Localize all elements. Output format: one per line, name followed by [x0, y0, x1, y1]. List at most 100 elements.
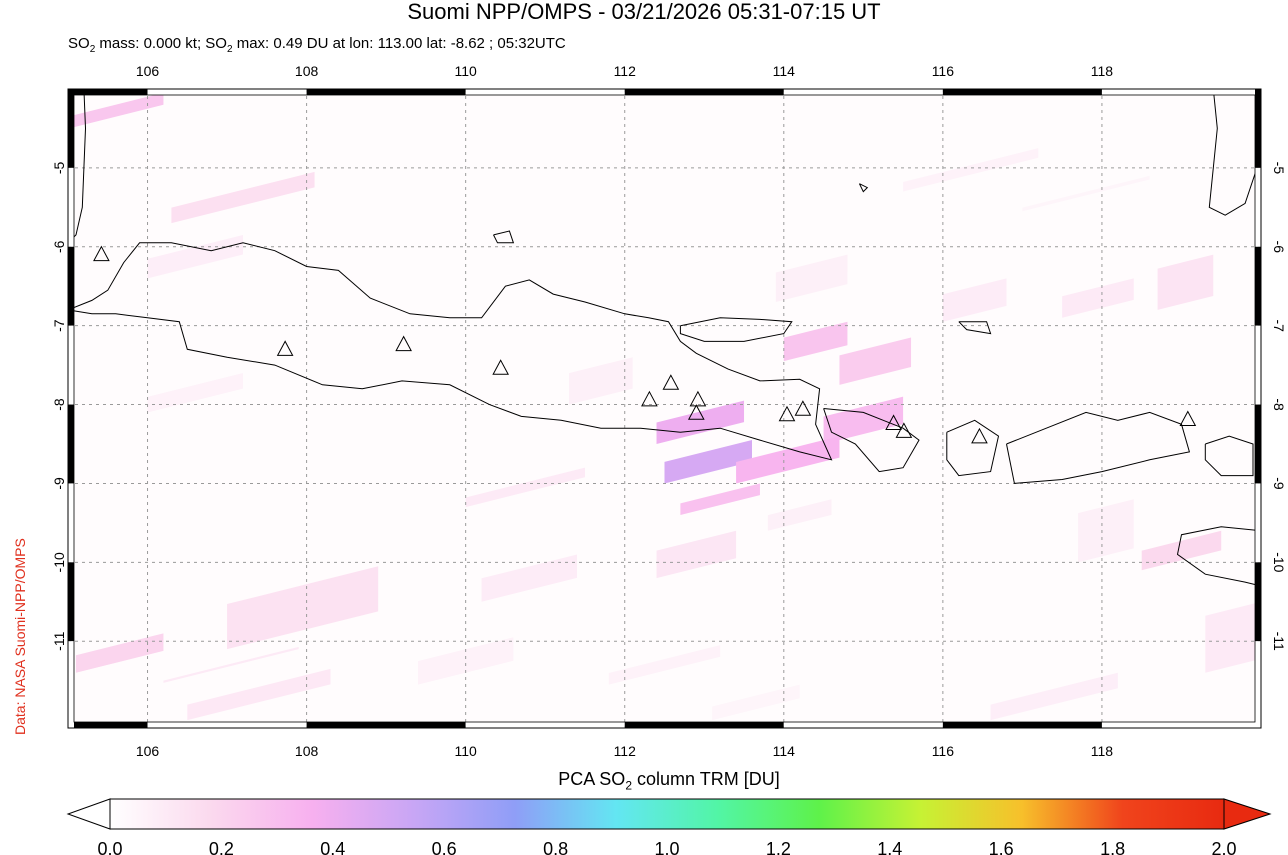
volcano-icon [687, 404, 705, 420]
axis-tick-labels: 106 106 108 108 110 110 112 112 114 114 116 116 118 1… [51, 63, 1287, 759]
colorbar-under-arrow [66, 798, 111, 830]
frame-segment [68, 722, 148, 728]
lat-tick-label-left: -9 [51, 477, 67, 490]
coastline [958, 321, 992, 335]
lon-tick-label-top: 106 [136, 63, 160, 79]
lon-tick-label-top: 112 [614, 63, 637, 79]
so2-pixel [664, 440, 752, 484]
frame-segment [942, 89, 1102, 95]
colorbar-tick-label: 0.0 [97, 839, 122, 855]
lat-tick-label-left: -5 [51, 161, 67, 174]
frame-segment [1255, 562, 1261, 642]
so2-pixel [417, 637, 514, 685]
frame-segment [68, 562, 74, 642]
so2-pixel [656, 530, 737, 579]
colorbar-title: PCA SO2 column TRM [DU] [0, 768, 1288, 797]
frame-segment [306, 89, 466, 95]
lon-tick-label-top: 114 [773, 63, 796, 79]
lat-tick-label-left: -7 [51, 319, 67, 332]
so2-pixel [1078, 499, 1134, 563]
so2-pixel [163, 646, 299, 683]
frame-segment [1255, 246, 1261, 326]
graticule [68, 89, 1261, 728]
volcano-icon [885, 414, 902, 430]
frame-segment [147, 722, 307, 728]
lon-tick-label-top: 110 [455, 63, 478, 79]
subscript-2: 2 [226, 44, 233, 55]
lon-tick-label-top: 108 [295, 63, 319, 79]
so2-pixel [903, 148, 1039, 192]
so2-pixel [990, 672, 1118, 721]
so2-pixel [147, 373, 243, 413]
coastline [858, 183, 869, 193]
lat-tick-label-right: -9 [1271, 477, 1287, 490]
colorbar-over-arrow [1223, 798, 1272, 830]
frame-segment [465, 89, 625, 95]
so2-pixel [656, 400, 745, 444]
colorbar-tick-label: 1.2 [766, 839, 791, 855]
lat-tick-label-right: -7 [1271, 319, 1287, 332]
subscript-2: 2 [89, 44, 96, 55]
cbar-title-part: PCA SO [558, 769, 626, 789]
so2-summary: SO2 mass: 0.000 kt; SO2 max: 0.49 DU at … [68, 35, 566, 59]
coastline [1176, 526, 1261, 587]
lon-tick-label-bottom: 110 [455, 743, 478, 759]
colorbar-tick-label: 0.4 [320, 839, 345, 855]
coastline [823, 408, 920, 473]
frame-segment [68, 404, 74, 484]
summary-part: mass: 0.000 kt; SO [95, 35, 227, 52]
frame-segment [465, 722, 625, 728]
volcano-icon [778, 405, 796, 422]
frame-segment [1101, 89, 1261, 95]
so2-pixel [712, 684, 800, 721]
lon-tick-label-top: 116 [932, 63, 955, 79]
so2-pixel [227, 566, 379, 650]
so2-pixel [783, 321, 848, 362]
coastline [68, 242, 833, 461]
colorbar-tick-label: 1.6 [989, 839, 1014, 855]
summary-part: max: 0.49 DU at lon: 113.00 lat: -8.62 ;… [232, 35, 566, 52]
lon-tick-label-bottom: 116 [932, 743, 955, 759]
frame-segment [68, 89, 74, 168]
frame-inner-outline [73, 94, 1256, 723]
coastline [1006, 411, 1191, 484]
frame-segment [1255, 404, 1261, 484]
colorbar-tick-label: 0.2 [209, 839, 234, 855]
page-title: Suomi NPP/OMPS - 03/21/2026 05:31-07:15 … [407, 0, 881, 24]
so2-pixel [481, 554, 578, 602]
lon-tick-label-bottom: 112 [614, 743, 637, 759]
so2-pixel [1141, 530, 1222, 571]
coastline [493, 230, 515, 244]
frame-segment [68, 89, 148, 95]
frame-segment [306, 722, 466, 728]
frame-segment [1255, 325, 1261, 405]
cbar-title-part: column TRM [DU] [632, 769, 780, 789]
so2-pixel [465, 467, 585, 508]
frame-segment [68, 167, 74, 247]
coastline [68, 89, 87, 244]
colorbar: 0.0 0.2 0.4 0.6 0.8 1.0 1.2 1.4 1.6 1.8 2.0 [66, 798, 1272, 855]
frame-segment [624, 722, 784, 728]
so2-pixel [147, 234, 243, 279]
so2-pixel [823, 396, 904, 444]
frame-segment [1255, 167, 1261, 247]
frame-segment [68, 641, 74, 728]
so2-pixel [569, 357, 633, 405]
so2-pixel [839, 337, 912, 385]
coastline [1204, 435, 1254, 477]
coastline [946, 419, 1000, 477]
volcano-icon [395, 335, 412, 352]
colorbar-tick-label: 2.0 [1211, 839, 1236, 855]
lat-tick-label-right: -11 [1271, 632, 1287, 651]
frame-segment [68, 325, 74, 405]
frame-segment [1255, 483, 1261, 563]
so2-pixel [171, 171, 315, 224]
so2-pixel [767, 499, 832, 531]
frame-segment [783, 89, 943, 95]
so2-pixel [942, 278, 1007, 322]
coastlines [68, 89, 1261, 587]
lat-tick-label-right: -8 [1271, 398, 1287, 411]
summary-part: SO [68, 35, 90, 52]
lon-tick-label-bottom: 118 [1091, 743, 1114, 759]
